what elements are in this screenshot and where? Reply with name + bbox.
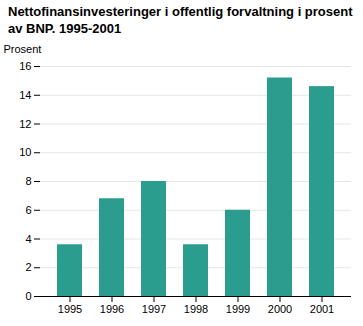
svg-text:2: 2 bbox=[25, 261, 31, 273]
svg-text:6: 6 bbox=[25, 204, 31, 216]
svg-text:1998: 1998 bbox=[184, 303, 208, 315]
svg-text:1996: 1996 bbox=[100, 303, 124, 315]
svg-text:10: 10 bbox=[19, 146, 31, 158]
svg-text:0: 0 bbox=[25, 290, 31, 302]
svg-text:2000: 2000 bbox=[268, 303, 292, 315]
svg-text:2001: 2001 bbox=[310, 303, 334, 315]
svg-text:14: 14 bbox=[19, 89, 31, 101]
svg-text:8: 8 bbox=[25, 175, 31, 187]
html-text:Nettofinansinvesteringer i off: Nettofinansinvesteringer i offentlig for… bbox=[8, 4, 353, 36]
svg-text:12: 12 bbox=[19, 117, 31, 129]
svg-text:16: 16 bbox=[19, 60, 31, 72]
svg-text:1999: 1999 bbox=[226, 303, 250, 315]
svg-text:1995: 1995 bbox=[58, 303, 82, 315]
svg-text:1997: 1997 bbox=[142, 303, 166, 315]
svg-text:Prosent: Prosent bbox=[4, 43, 42, 55]
svg-text:4: 4 bbox=[25, 232, 31, 244]
